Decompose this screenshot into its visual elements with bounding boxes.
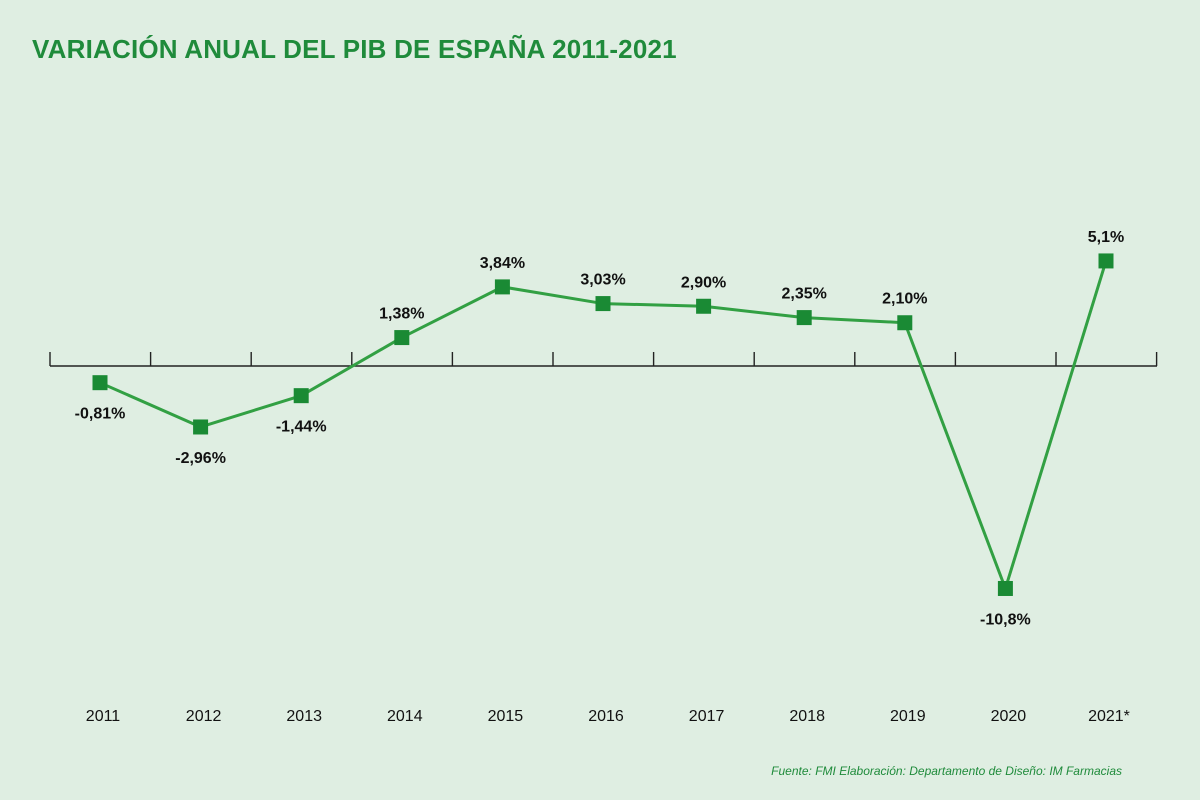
- x-tick-label: 2014: [387, 708, 423, 725]
- data-point-marker: [92, 375, 108, 391]
- source-note: Fuente: FMI Elaboración: Departamento de…: [771, 764, 1122, 778]
- data-point-marker: [394, 330, 410, 346]
- x-tick-label: 2018: [789, 708, 825, 725]
- x-tick-label: 2019: [890, 708, 926, 725]
- data-label: -0,81%: [75, 406, 126, 423]
- x-axis-ticks: [49, 352, 1158, 366]
- data-point-marker: [897, 315, 913, 331]
- x-tick-label: 2016: [588, 708, 624, 725]
- data-point-marker: [494, 279, 510, 295]
- data-label: 5,1%: [1088, 229, 1124, 246]
- data-label: 2,10%: [882, 291, 927, 308]
- data-point-marker: [293, 388, 309, 404]
- x-tick-label: 2021*: [1088, 708, 1130, 725]
- data-label: -2,96%: [175, 450, 226, 467]
- data-label: 1,38%: [379, 306, 424, 323]
- x-tick-label: 2013: [286, 708, 322, 725]
- data-point-marker: [796, 310, 812, 326]
- data-label: 3,03%: [580, 272, 625, 289]
- x-tick-label: 2020: [991, 708, 1027, 725]
- data-label: 3,84%: [480, 255, 525, 272]
- chart-title: VARIACIÓN ANUAL DEL PIB DE ESPAÑA 2011-2…: [32, 34, 677, 64]
- x-tick-label: 2011: [86, 708, 121, 725]
- data-point-marker: [997, 580, 1013, 596]
- data-point-marker: [696, 298, 712, 314]
- data-point-marker: [1098, 253, 1114, 269]
- data-label: -1,44%: [276, 419, 327, 436]
- x-tick-label: 2012: [186, 708, 222, 725]
- data-point-marker: [595, 296, 611, 312]
- x-tick-label: 2017: [689, 708, 725, 725]
- x-tick-labels: 2011 2012 2013 2014 2015 2016 2017 2018 2019 2020…: [86, 708, 1130, 725]
- series-markers: [92, 253, 1114, 596]
- data-label: -10,8%: [980, 611, 1031, 628]
- data-labels: -0,81% -2,96% -1,44% 1,38% 3,84% 3,03% 2,90% 2,…: [75, 229, 1125, 629]
- x-tick-label: 2015: [488, 708, 524, 725]
- data-point-marker: [193, 419, 209, 435]
- data-label: 2,35%: [782, 286, 827, 303]
- data-label: 2,90%: [681, 274, 726, 291]
